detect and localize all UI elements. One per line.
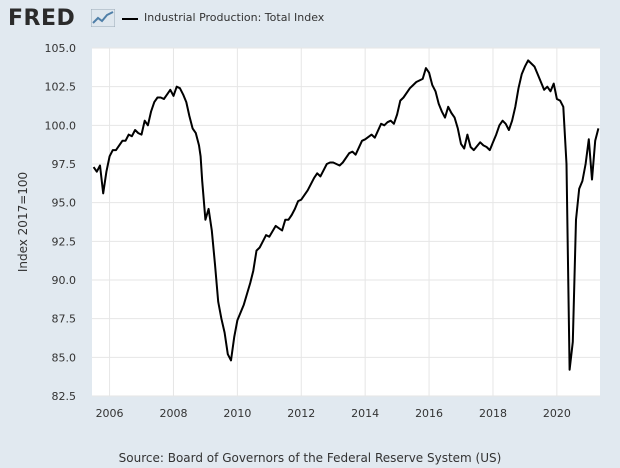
trend-line-icon	[91, 9, 115, 27]
x-tick-label: 2010	[223, 407, 251, 420]
y-tick-label: 87.5	[52, 313, 77, 326]
y-tick-label: 100.0	[45, 119, 77, 132]
legend-swatch	[122, 18, 138, 20]
y-tick-label: 95.0	[52, 197, 77, 210]
x-tick-label: 2008	[159, 407, 187, 420]
series-line	[92, 59, 600, 371]
x-tick-label: 2006	[96, 407, 124, 420]
chart-source: Source: Board of Governors of the Federa…	[118, 451, 502, 465]
y-tick-label: 105.0	[45, 42, 77, 55]
legend-label: Industrial Production: Total Index	[144, 11, 325, 24]
y-tick-label: 90.0	[52, 274, 77, 287]
y-tick-label: 97.5	[52, 158, 77, 171]
y-tick-label: 102.5	[45, 81, 77, 94]
plot-area	[92, 48, 600, 396]
x-tick-label: 2016	[415, 407, 443, 420]
x-tick-label: 2014	[351, 407, 379, 420]
y-axis-label: Index 2017=100	[16, 172, 30, 272]
y-tick-label: 92.5	[52, 235, 77, 248]
x-tick-label: 2018	[479, 407, 507, 420]
fred-logo[interactable]: FRED	[8, 6, 76, 31]
x-tick-label: 2020	[543, 407, 571, 420]
x-tick-label: 2012	[287, 407, 315, 420]
chart-header: FRED Industrial Production: Total Index	[0, 0, 620, 40]
y-tick-label: 82.5	[52, 390, 77, 403]
y-tick-label: 85.0	[52, 351, 77, 364]
